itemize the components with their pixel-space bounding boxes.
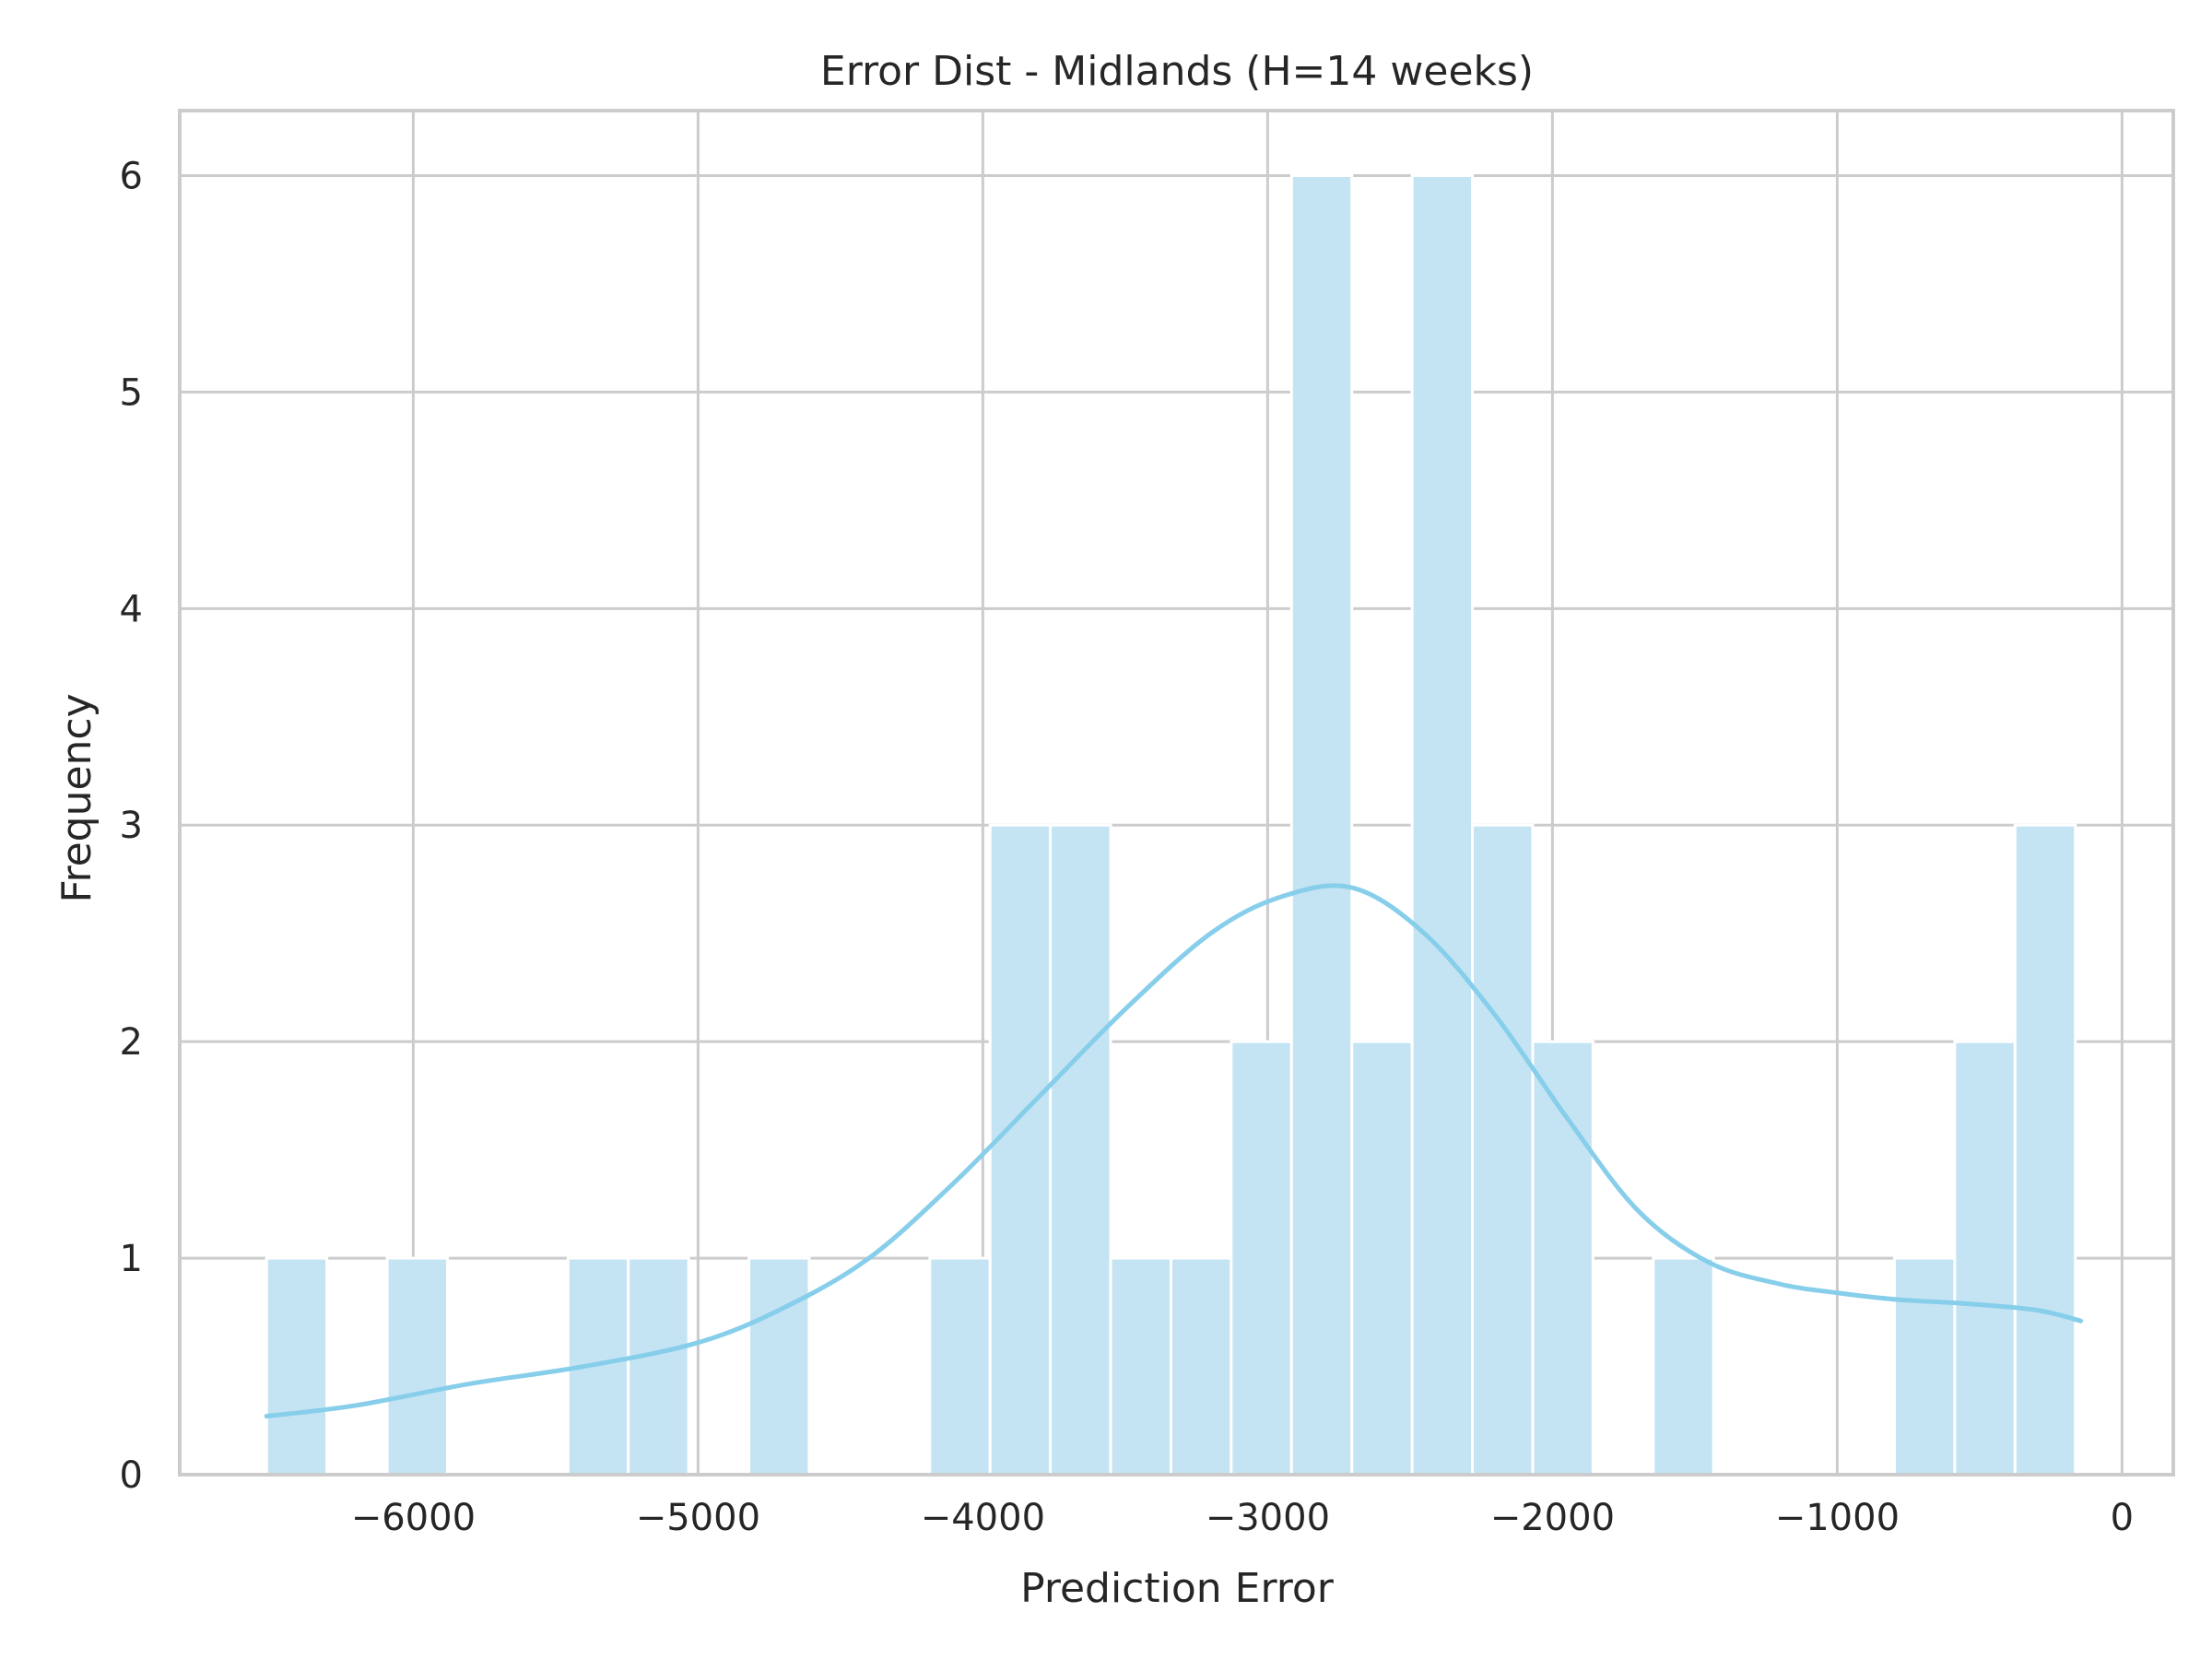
histogram-bar xyxy=(1410,173,1475,1477)
histogram-bar xyxy=(1892,1256,1957,1477)
plot-border xyxy=(178,109,2175,1477)
histogram-bar xyxy=(928,1256,992,1477)
histogram-bar xyxy=(1471,823,1535,1477)
y-tick-label: 6 xyxy=(120,155,143,197)
histogram-bar xyxy=(747,1256,811,1477)
x-tick-label: −4000 xyxy=(921,1497,1045,1539)
x-tick-label: −3000 xyxy=(1206,1497,1330,1539)
kde-curve xyxy=(264,883,2084,1419)
histogram-bar xyxy=(1049,823,1112,1477)
histogram-bar xyxy=(988,823,1053,1477)
histogram-bar xyxy=(1350,1040,1414,1477)
x-tick-label: −1000 xyxy=(1775,1497,1900,1539)
x-axis-label: Prediction Error xyxy=(1020,1565,1335,1612)
histogram-bar xyxy=(1109,1256,1172,1477)
histogram-bar xyxy=(1531,1040,1594,1477)
x-axis-ticks: −6000 −5000 −4000 −3000 −2000 −1000 0 xyxy=(351,1497,2134,1539)
histogram-bar xyxy=(1953,1040,2017,1477)
y-axis-label: Frequency xyxy=(53,693,100,902)
x-tick-label: 0 xyxy=(2111,1497,2134,1539)
chart-title: Error Dist - Midlands (H=14 weeks) xyxy=(820,48,1534,95)
kde-layer xyxy=(264,883,2084,1419)
y-axis-ticks: 0 1 2 3 4 5 6 xyxy=(120,155,143,1497)
y-tick-label: 2 xyxy=(120,1021,143,1064)
histogram-bar xyxy=(265,1256,329,1477)
y-tick-label: 0 xyxy=(120,1454,143,1497)
histogram-bar xyxy=(1652,1256,1715,1477)
x-tick-label: −2000 xyxy=(1490,1497,1615,1539)
y-tick-label: 5 xyxy=(120,371,143,414)
histogram-bar xyxy=(2013,823,2077,1477)
histogram-bar xyxy=(627,1256,690,1477)
histogram-bar xyxy=(1289,173,1354,1477)
y-tick-label: 3 xyxy=(120,805,143,847)
y-tick-label: 1 xyxy=(120,1238,143,1280)
y-tick-label: 4 xyxy=(120,588,143,630)
histogram-bar xyxy=(385,1256,449,1477)
plot-frame xyxy=(178,109,2175,1477)
grid xyxy=(180,111,2173,1477)
histogram-bar xyxy=(1230,1040,1293,1477)
x-tick-label: −6000 xyxy=(351,1497,476,1539)
histogram-bar xyxy=(1169,1256,1233,1477)
x-tick-label: −5000 xyxy=(636,1497,760,1539)
